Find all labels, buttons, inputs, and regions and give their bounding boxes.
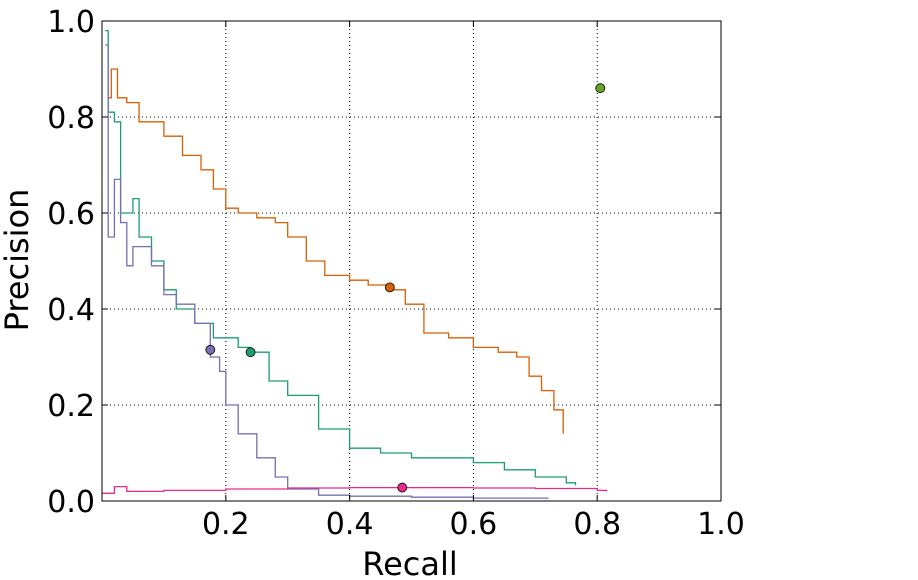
series-marker: [595, 83, 606, 94]
y-tick-label: 0.0: [47, 485, 95, 520]
y-tick-label: 1.0: [47, 5, 95, 40]
y-axis-label: Precision: [0, 189, 36, 332]
series-marker: [245, 347, 256, 358]
x-tick-label: 0.4: [326, 507, 374, 542]
plot-frame: [101, 20, 722, 502]
x-tick-label: 0.2: [202, 507, 250, 542]
x-tick-label: 1.0: [697, 507, 745, 542]
series-marker: [205, 344, 216, 355]
y-tick-label: 0.6: [47, 197, 95, 232]
x-tick-label: 0.6: [450, 507, 498, 542]
tick-marks: [102, 20, 722, 502]
series-line: [102, 485, 608, 494]
grid-lines: [102, 21, 721, 501]
series-marker: [384, 282, 395, 293]
series-line: [108, 68, 564, 434]
y-tick-label: 0.8: [47, 101, 95, 136]
y-tick-label: 0.4: [47, 293, 95, 328]
x-axis-label: Recall: [362, 545, 457, 580]
series-marker: [397, 482, 408, 493]
y-tick-label: 0.2: [47, 389, 95, 424]
x-tick-label: 0.8: [573, 507, 621, 542]
tick-labels: 0.2 0.4 0.6 0.8 1.0 0.0 0.2 0.4 0.6 0.8 1.0: [47, 5, 745, 542]
